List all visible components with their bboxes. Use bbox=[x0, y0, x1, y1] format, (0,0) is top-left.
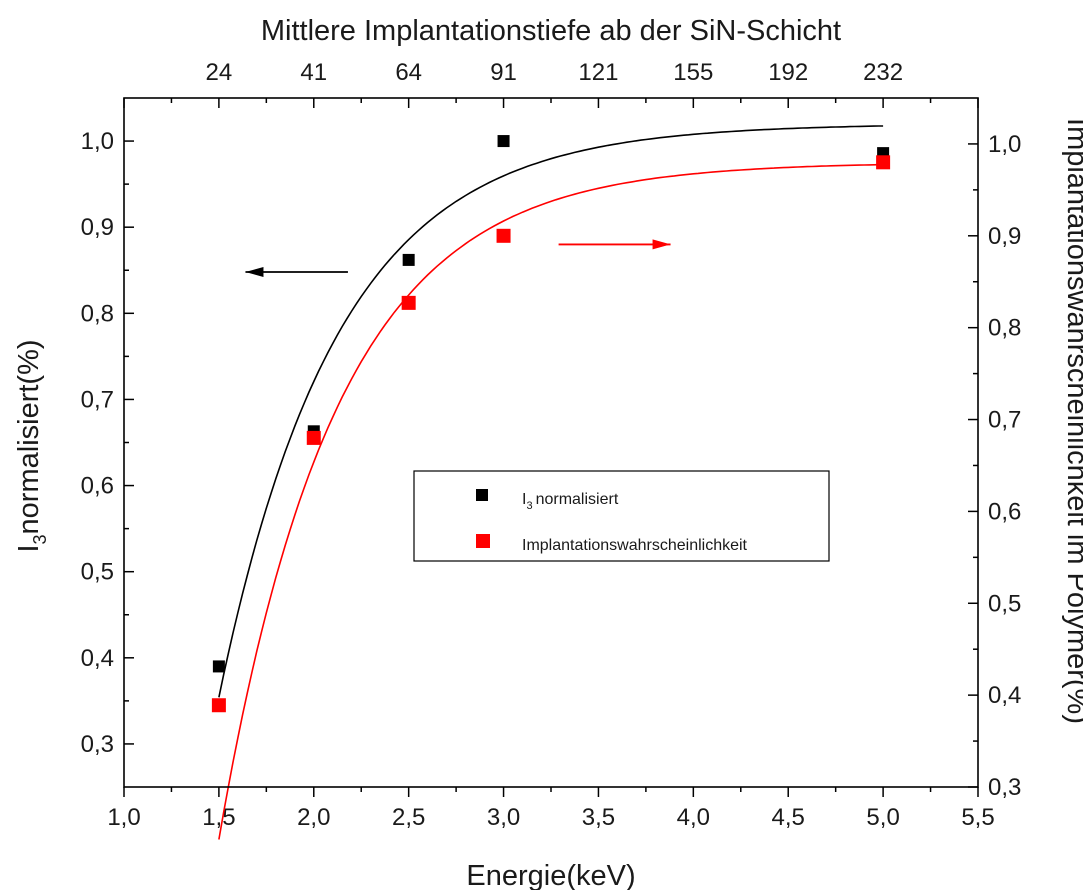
legend-marker-implantation bbox=[476, 534, 490, 548]
right-y-tick-label: 0,3 bbox=[988, 774, 1021, 801]
top-tick-label: 24 bbox=[206, 59, 233, 86]
right-y-tick-label: 0,4 bbox=[988, 682, 1021, 709]
right-y-tick-label: 0,9 bbox=[988, 223, 1021, 250]
x-tick-label: 1,5 bbox=[202, 804, 235, 831]
legend-label-i3-main: I bbox=[522, 491, 526, 508]
top-tick-label: 91 bbox=[490, 59, 517, 86]
data-point-series-0 bbox=[497, 135, 510, 148]
right-y-tick-label: 0,7 bbox=[988, 407, 1021, 434]
left-y-tick-label: 0,5 bbox=[81, 559, 114, 586]
data-point-series-1 bbox=[876, 155, 891, 170]
x-tick-label: 4,5 bbox=[772, 804, 805, 831]
right-axis-title: Implantationswahrscheinlichkeit im Polym… bbox=[1061, 118, 1083, 724]
top-tick-label: 121 bbox=[578, 59, 618, 86]
x-tick-label: 5,0 bbox=[866, 804, 899, 831]
data-point-series-0 bbox=[212, 660, 225, 673]
left-axis-title-rest: normalisiert(%) bbox=[13, 339, 45, 534]
data-point-series-1 bbox=[496, 228, 511, 243]
legend-label-i3: I3 normalisiert bbox=[522, 491, 619, 512]
right-y-tick-label: 1,0 bbox=[988, 131, 1021, 158]
top-tick-label: 232 bbox=[863, 59, 903, 86]
left-axis-title: I3normalisiert(%) bbox=[13, 339, 50, 552]
x-tick-label: 1,0 bbox=[107, 804, 140, 831]
right-y-tick-label: 0,6 bbox=[988, 498, 1021, 525]
legend-label-i3-rest: normalisiert bbox=[536, 491, 619, 508]
direction-arrows bbox=[245, 239, 671, 277]
left-y-tick-label: 0,9 bbox=[81, 214, 114, 241]
right-y-tick-label: 0,8 bbox=[988, 315, 1021, 342]
data-point-series-0 bbox=[402, 253, 415, 266]
left-y-tick-label: 0,7 bbox=[81, 386, 114, 413]
tick-labels: 1,0 1,5 2,0 2,5 3,0 3,5 4,0 4,5 5,0 5,5 24 41 64 91 12… bbox=[81, 59, 1022, 831]
left-y-tick-label: 1,0 bbox=[81, 128, 114, 155]
top-tick-label: 192 bbox=[768, 59, 808, 86]
x-axis-title: Energie(keV) bbox=[466, 860, 635, 890]
legend-marker-i3 bbox=[476, 489, 488, 501]
left-y-tick-label: 0,4 bbox=[81, 645, 114, 672]
arrow-head-1 bbox=[652, 239, 671, 250]
top-tick-label: 64 bbox=[395, 59, 422, 86]
right-y-tick-label: 0,5 bbox=[988, 590, 1021, 617]
fit-curve-series-1 bbox=[218, 163, 884, 840]
x-tick-label: 2,5 bbox=[392, 804, 425, 831]
top-axis-title: Mittlere Implantationstiefe ab der SiN-S… bbox=[261, 15, 841, 47]
data-point-series-1 bbox=[306, 430, 321, 445]
x-tick-label: 3,5 bbox=[582, 804, 615, 831]
fit-curves bbox=[218, 125, 884, 840]
x-tick-label: 4,0 bbox=[677, 804, 710, 831]
legend-label-implantation: Implantationswahrscheinlichkeit bbox=[522, 537, 748, 554]
arrow-head-0 bbox=[245, 266, 264, 277]
legend: I3 normalisiert Implantationswahrscheinli… bbox=[413, 470, 830, 562]
left-y-tick-label: 0,8 bbox=[81, 300, 114, 327]
left-y-tick-label: 0,6 bbox=[81, 473, 114, 500]
left-axis-title-subscript: 3 bbox=[30, 534, 50, 544]
data-point-series-1 bbox=[211, 698, 226, 713]
left-y-tick-label: 0,3 bbox=[81, 731, 114, 758]
x-tick-label: 3,0 bbox=[487, 804, 520, 831]
x-tick-label: 2,0 bbox=[297, 804, 330, 831]
axis-ticks bbox=[123, 98, 979, 797]
fit-curve-series-0 bbox=[218, 125, 884, 698]
x-tick-label: 5,5 bbox=[961, 804, 994, 831]
legend-label-i3-subscript: 3 bbox=[526, 500, 532, 512]
top-tick-label: 41 bbox=[300, 59, 327, 86]
data-points bbox=[211, 135, 891, 713]
left-axis-title-main: I bbox=[13, 544, 45, 552]
top-tick-label: 155 bbox=[673, 59, 713, 86]
data-point-series-1 bbox=[401, 295, 416, 310]
plot-frame bbox=[123, 97, 979, 788]
